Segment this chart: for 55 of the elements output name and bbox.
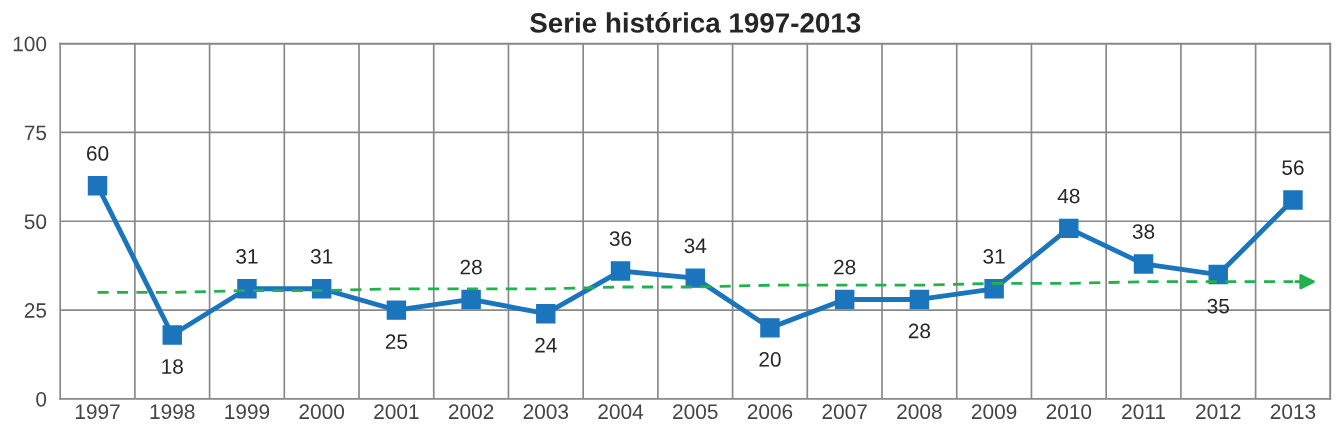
point [461,289,481,310]
x-tick-label: 2009 [971,404,1017,420]
x-tick-label: 2001 [374,404,419,420]
data-label: 56 [1282,160,1304,175]
data-label: 34 [684,238,707,254]
x-tick-label: 2011 [1122,404,1165,420]
data-label: 35 [1207,298,1229,314]
chart-title: Serie histórica 1997-2013 [530,12,861,33]
data-label: 31 [983,249,1005,264]
x-tick-label: 2002 [448,404,494,420]
x-tick-label: 2000 [299,404,345,420]
x-tick-label: 1999 [225,404,270,420]
y-tick-label: 0 [36,391,47,407]
data-label: 28 [460,259,482,275]
x-tick-label: 2010 [1046,404,1092,420]
y-tick-label: 75 [24,125,47,141]
x-tick-label: 2007 [822,404,867,420]
point [909,289,930,310]
point [1059,218,1079,239]
data-label: 18 [162,359,183,374]
data-label: 60 [87,146,109,161]
point [1133,254,1154,274]
x-tick-label: 2006 [747,404,793,420]
point [834,289,855,310]
point [162,325,182,345]
point [386,300,407,320]
x-tick-label: 2004 [598,404,644,420]
y-tick-label: 25 [24,303,47,318]
y-tick-label: 50 [24,214,47,230]
x-tick-label: 2013 [1270,404,1316,420]
point [87,176,108,196]
data-label: 28 [834,259,856,275]
x-tick-label: 2012 [1196,404,1241,420]
point [1283,190,1303,210]
point [311,279,332,299]
data-label: 48 [1057,188,1080,204]
point [237,279,257,299]
data-label: 28 [908,323,931,339]
data-label: 36 [609,231,632,247]
x-tick-label: 1998 [150,404,195,420]
data-label: 24 [535,337,557,353]
point [685,268,705,288]
x-tick-label: 2008 [897,404,942,420]
data-label: 38 [1132,224,1155,239]
data-label: 31 [236,249,258,264]
x-tick-label: 2003 [523,404,569,420]
data-label: 25 [385,334,408,350]
data-label: 31 [310,249,333,264]
point [760,318,780,338]
y-tick-label: 100 [13,36,47,52]
x-tick-label: 1997 [75,404,120,420]
point [536,303,556,324]
x-tick-label: 2005 [673,404,718,420]
data-label: 20 [759,352,781,367]
point [610,261,631,281]
